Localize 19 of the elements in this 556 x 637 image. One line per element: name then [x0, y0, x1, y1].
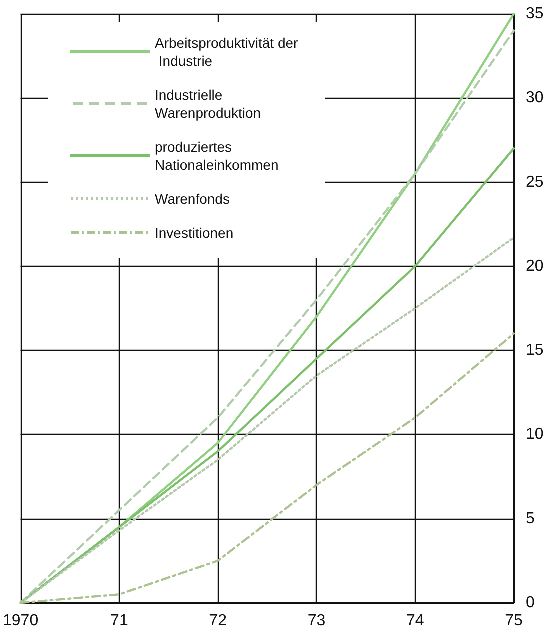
legend-label: Arbeitsproduktivität der Industrie: [155, 35, 299, 69]
legend-label: Industrielle Warenproduktion: [155, 87, 262, 121]
x-tick-label: 74: [406, 612, 424, 630]
y-tick-label: 35: [526, 6, 544, 22]
y-tick-label: 5: [526, 510, 535, 528]
legend-label: Investitionen: [155, 225, 234, 241]
x-tick-label: 75: [505, 612, 523, 630]
y-tick-label: 15: [526, 342, 544, 360]
x-tick-label: 73: [308, 612, 326, 630]
legend-label: produziertes Nationaleinkommen: [155, 139, 279, 173]
x-tick-label: 71: [110, 612, 128, 630]
y-tick-label: 10: [526, 426, 544, 444]
y-tick-label: 30: [526, 90, 544, 107]
legend-label: Warenfonds: [155, 191, 230, 207]
x-tick-label: 1970: [3, 612, 39, 630]
y-tick-label: 20: [526, 258, 544, 275]
y-tick-label: 25: [526, 174, 544, 191]
y-tick-label: 0: [526, 594, 535, 612]
x-tick-label: 72: [209, 612, 228, 630]
